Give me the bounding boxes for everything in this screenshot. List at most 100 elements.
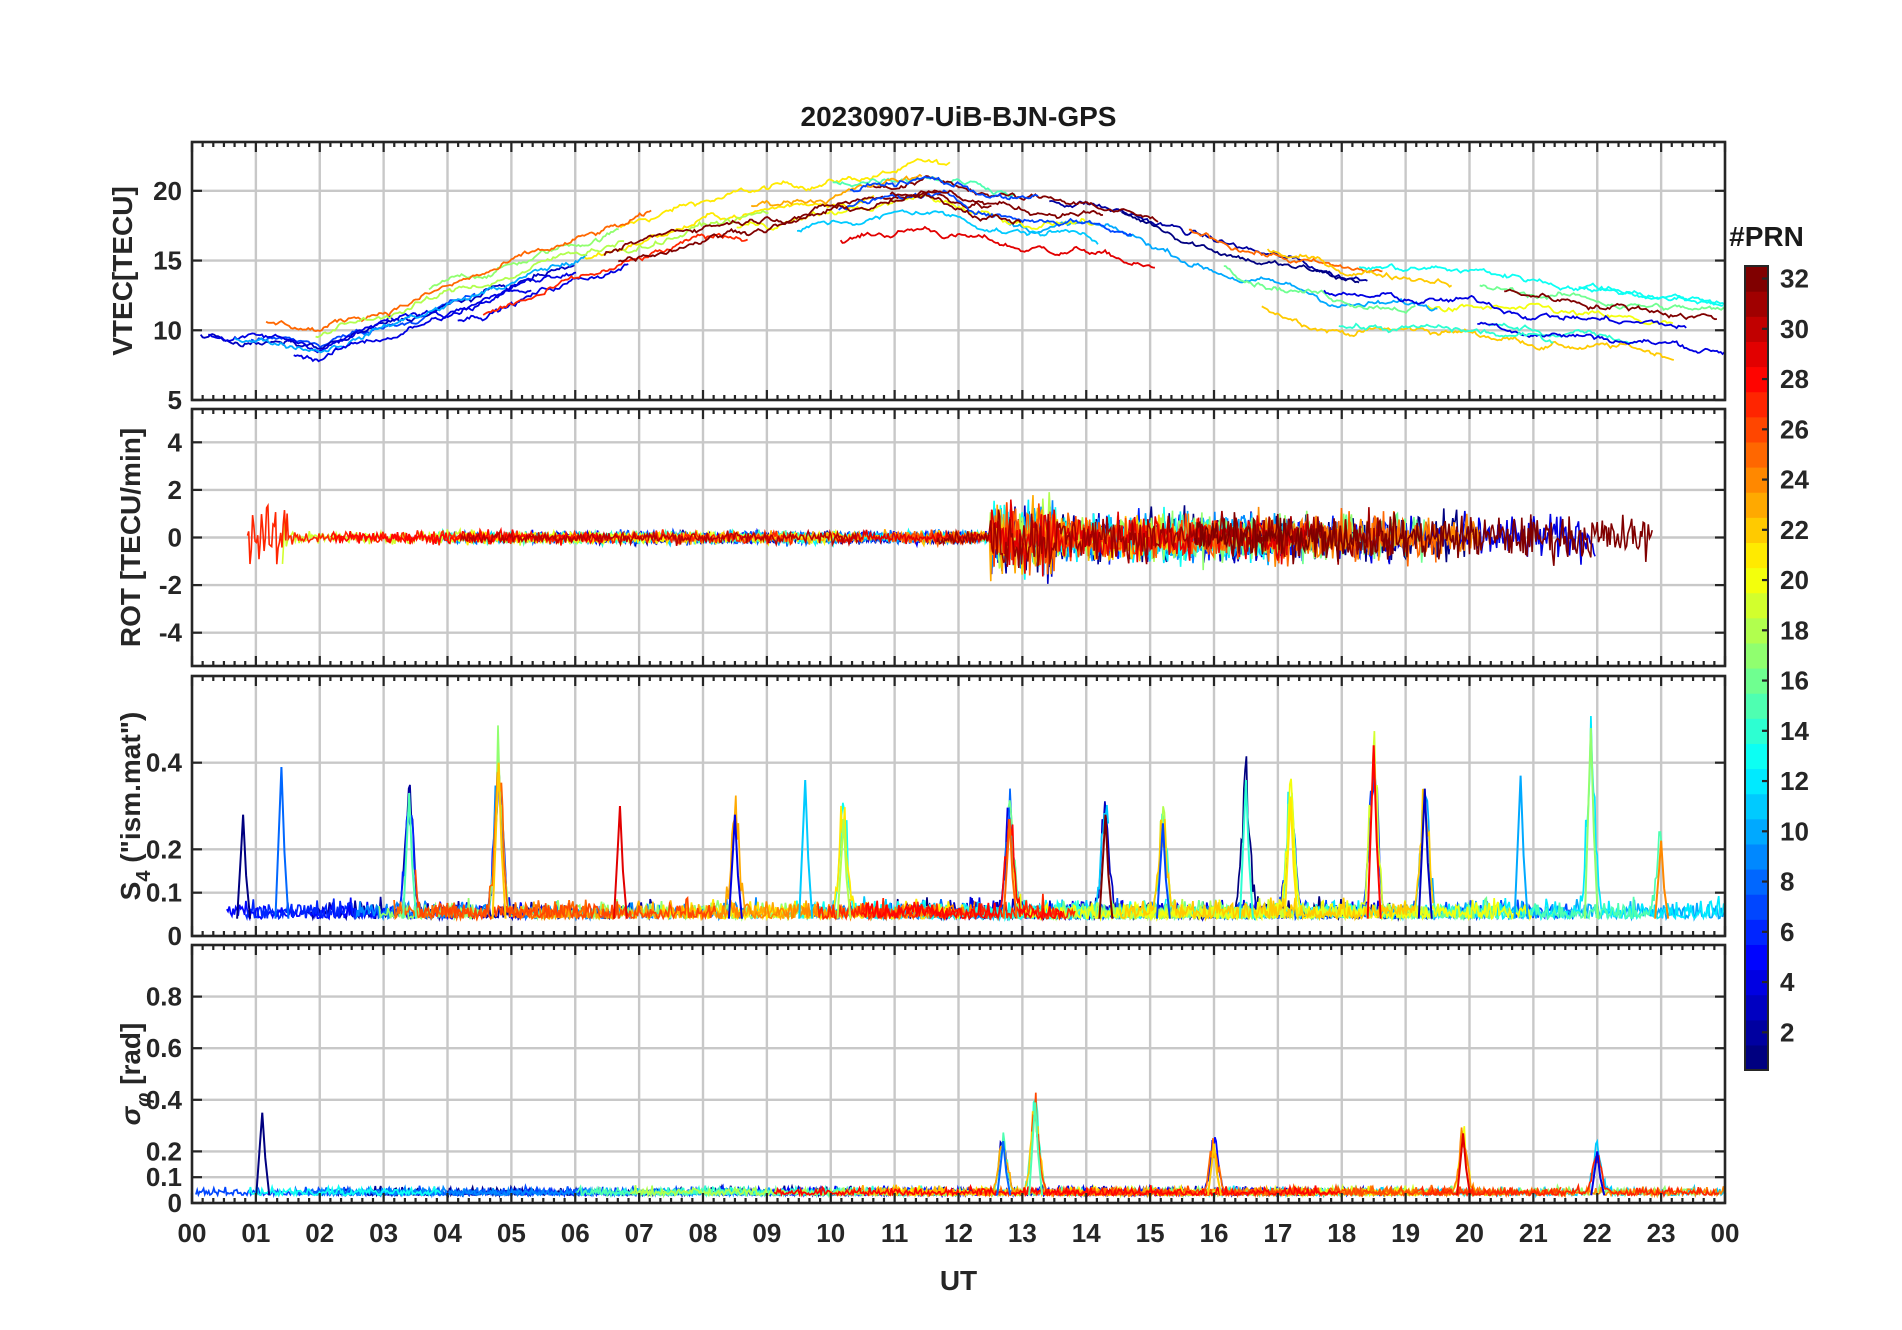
colorbar-band: [1745, 467, 1768, 493]
s4-peak: [1654, 840, 1670, 919]
colorbar-tick-label: 18: [1780, 615, 1809, 645]
colorbar-tick-label: 20: [1780, 565, 1809, 595]
x-tick-label: 08: [689, 1218, 718, 1248]
panel-sigma_phi-ylabel: σφ [rad]: [115, 1023, 155, 1126]
s4-peak: [274, 766, 290, 919]
panel-s4-grid: [192, 676, 1725, 936]
panel-vtec-series: [199, 158, 1725, 363]
colorbar-tick-label: 22: [1780, 515, 1809, 545]
panel-sigma_phi: 00.10.2 0.4 0.6 0.8 σφ [rad]: [115, 943, 1727, 1218]
s4-peak: [1155, 823, 1171, 919]
vtec-line-prn: [1426, 302, 1674, 326]
s4-peak: [1098, 814, 1114, 919]
x-tick-label: 13: [1008, 1218, 1037, 1248]
vtec-line-prn: [619, 158, 951, 229]
sigma_phi-line-prn: [1344, 1127, 1725, 1199]
vtec-line-prn: [293, 288, 532, 363]
colorbar-band: [1745, 266, 1768, 292]
vtec-line-prn: [208, 271, 577, 354]
y-tick-label: 0.4: [146, 1085, 183, 1115]
s4-line-prn: [393, 771, 591, 922]
vtec-line-prn: [199, 264, 575, 350]
s4-line-prn: [1424, 831, 1663, 922]
vtec-line-prn: [1504, 288, 1717, 321]
vtec-line-prn: [617, 190, 1022, 263]
colorbar-tick-label: 26: [1780, 414, 1809, 444]
sigma_phi-peak: [255, 1112, 271, 1196]
vtec-line-prn: [850, 175, 1039, 201]
rot-line-prn: [459, 528, 859, 548]
panel-s4-ylabel: S4 ("ism.mat"): [115, 712, 155, 901]
vtec-line-prn: [482, 232, 749, 316]
sigma_phi-peak: [1456, 1133, 1472, 1196]
panel-vtec-grid: [192, 142, 1725, 400]
x-tick-label: 15: [1136, 1218, 1165, 1248]
x-tick-label: 23: [1647, 1218, 1676, 1248]
s4-line-prn: [811, 788, 1257, 922]
colorbar-band: [1745, 869, 1768, 895]
y-tick-label: -2: [159, 570, 182, 600]
panel-sigma_phi-grid: [192, 945, 1725, 1203]
colorbar-band: [1745, 1044, 1768, 1071]
x-tick-label: 11: [881, 1218, 909, 1248]
panel-rot-series: [246, 492, 1653, 584]
vtec-line-prn: [1338, 322, 1554, 344]
colorbar-band: [1745, 567, 1768, 594]
panel-rot-ylabel: ROT [TECU/min]: [115, 428, 146, 647]
sigma_phi-peak: [1028, 1102, 1044, 1196]
x-tick-label: 10: [816, 1218, 845, 1248]
colorbar-band: [1745, 818, 1768, 845]
x-tick-label: 02: [305, 1218, 334, 1248]
x-tick-label: 03: [369, 1218, 398, 1248]
panel-vtec-ylabel: VTEC[TECU]: [107, 186, 138, 356]
y-tick-label: 0.8: [146, 982, 182, 1012]
vtec-line-prn: [1121, 211, 1360, 284]
x-tick-label: 00: [178, 1218, 207, 1248]
y-tick-label: 20: [153, 176, 182, 206]
s4-peak: [1283, 797, 1299, 919]
colorbar-tick-label: 14: [1780, 716, 1809, 746]
x-tick-label: 04: [433, 1218, 462, 1248]
y-tick-label: 0: [168, 921, 182, 951]
x-tick-label: 07: [625, 1218, 654, 1248]
panel-sigma_phi-series: [195, 1092, 1725, 1199]
s4-peak: [612, 805, 628, 919]
colorbar-band: [1745, 668, 1768, 694]
colorbar-band: [1745, 718, 1768, 744]
sigma_phi-peak: [996, 1140, 1012, 1196]
vtec-line-prn: [250, 292, 476, 349]
colorbar-band: [1745, 969, 1768, 996]
colorbar-label: #PRN: [1729, 221, 1804, 252]
s4-peak: [402, 792, 418, 919]
y-tick-label: 0.1: [146, 878, 182, 908]
sigma_phi-line-prn: [1420, 1155, 1720, 1198]
colorbar-band: [1745, 592, 1768, 619]
vtec-line-prn: [751, 173, 923, 208]
colorbar-tick-label: 30: [1780, 314, 1809, 344]
y-tick-label: -4: [159, 618, 183, 648]
colorbar-tick-label: 32: [1780, 264, 1809, 294]
y-tick-label: 0.6: [146, 1033, 182, 1063]
vtec-line-prn: [1261, 305, 1675, 361]
vtec-line-prn: [1323, 289, 1687, 330]
panel-s4-yticks: 0 0.1 0.2 0.4: [146, 748, 1725, 951]
colorbar-band: [1745, 291, 1768, 317]
colorbar-band: [1745, 492, 1768, 518]
colorbar-tick-label: 28: [1780, 364, 1809, 394]
x-tick-label: 19: [1391, 1218, 1420, 1248]
sigma_phi-line-prn: [576, 1132, 1025, 1199]
colorbar-tick-label: 10: [1780, 816, 1809, 846]
colorbar-band: [1745, 366, 1768, 393]
colorbar-band: [1745, 642, 1768, 669]
colorbar-band: [1745, 768, 1768, 795]
sigma_phi-line-prn: [248, 1183, 442, 1198]
colorbar-band: [1745, 316, 1768, 342]
colorbar-band: [1745, 1019, 1768, 1046]
y-tick-label: 0.2: [146, 834, 182, 864]
colorbar-band: [1745, 894, 1768, 920]
s4-line-prn: [922, 805, 1384, 922]
s4-peak: [1417, 788, 1433, 919]
colorbar-tick-label: 24: [1780, 465, 1809, 495]
panel-sigma_phi-xticks: [190, 945, 1727, 1203]
